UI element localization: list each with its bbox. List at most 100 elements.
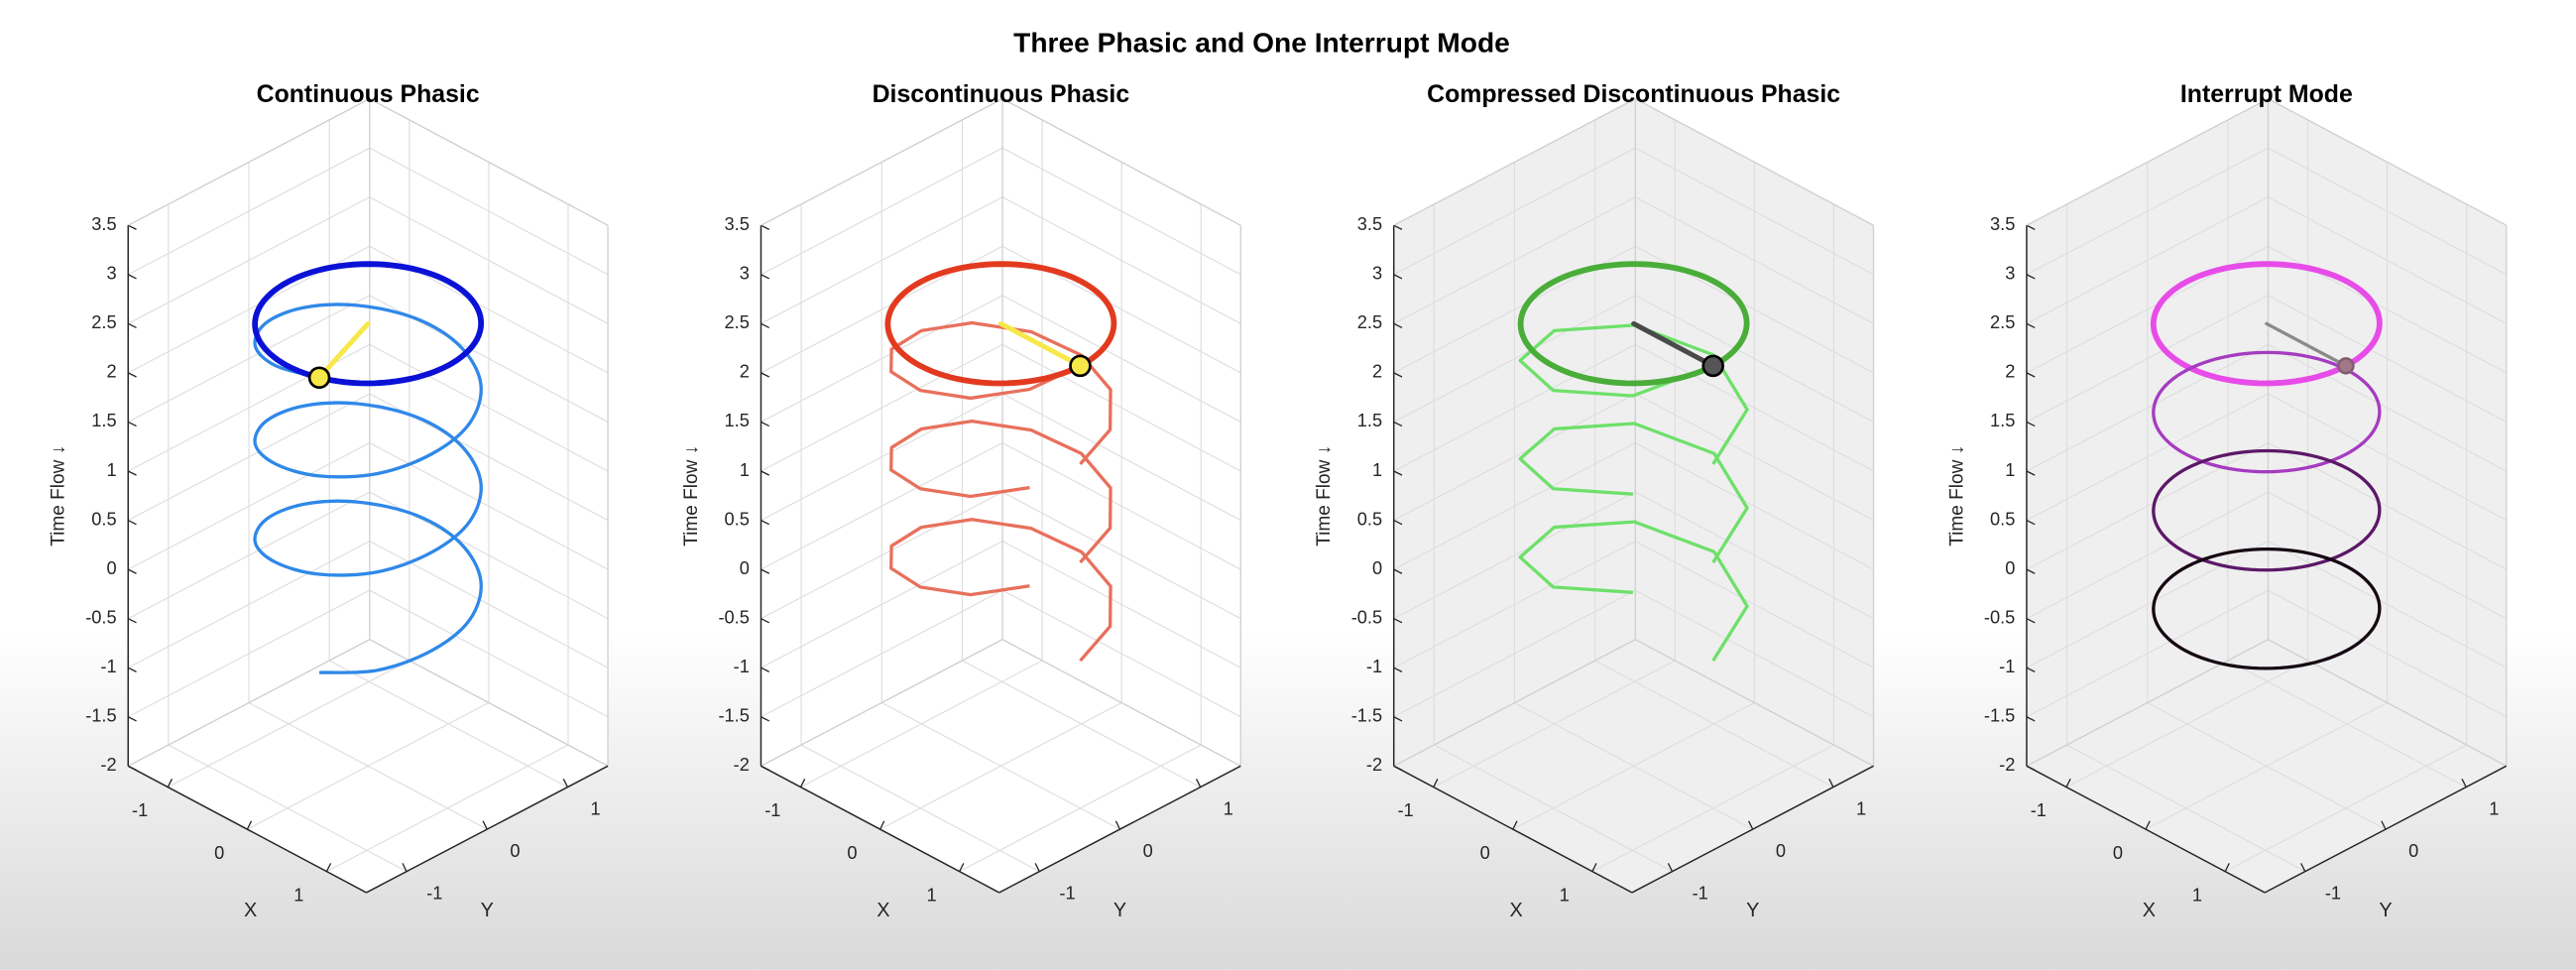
- box-edge: [127, 98, 371, 226]
- phase-marker: [2337, 357, 2355, 375]
- z-tick-label: -0.5: [1351, 607, 1382, 627]
- grid-line: [761, 541, 1003, 668]
- subplot-title: Interrupt Mode: [2180, 81, 2353, 108]
- subplot: -1 0 1 -1 0 1 -2 -1.5 -1 -0.5 0 0.5 1 1.5 2 2.5 3 3.5 X Y Ti…: [681, 81, 1241, 921]
- y-axis: [366, 765, 609, 894]
- tick-mark: [2026, 372, 2036, 378]
- x-tick-label: -1: [2031, 800, 2047, 820]
- tick-mark: [2065, 779, 2071, 788]
- tick-mark: [1393, 322, 1403, 329]
- tick-mark: [2026, 274, 2036, 280]
- x-tick-label: 1: [2192, 885, 2202, 905]
- z-tick-label: -0.5: [1984, 607, 2015, 627]
- tick-mark: [2026, 667, 2036, 672]
- z-tick-label: 3: [740, 264, 750, 284]
- grid-line: [1393, 147, 1636, 276]
- tick-mark: [879, 820, 885, 830]
- x-tick-label: 0: [847, 843, 857, 863]
- tick-mark: [2026, 224, 2036, 230]
- box-edge: [127, 639, 371, 767]
- y-axis: [2264, 765, 2508, 894]
- tick-mark: [127, 224, 137, 230]
- x-tick-label: 0: [2113, 843, 2123, 863]
- y-tick-label: 1: [1224, 799, 1233, 819]
- z-tick-label: 0: [740, 558, 750, 578]
- tick-mark: [127, 372, 137, 378]
- y-tick-label: 1: [1856, 799, 1866, 819]
- grid-line: [761, 442, 1003, 570]
- phase-ring: [2152, 546, 2382, 670]
- grid-line: [127, 442, 371, 570]
- tick-mark: [2026, 716, 2036, 722]
- tick-mark: [1591, 863, 1597, 872]
- grid-line: [1001, 442, 1241, 570]
- x-axis-label: X: [2143, 900, 2156, 921]
- z-tick-label: 3.5: [1990, 214, 2015, 234]
- grid-line: [1001, 589, 1241, 718]
- grid-line: [2026, 589, 2269, 718]
- tick-mark: [761, 372, 770, 378]
- phase-marker: [1701, 354, 1724, 378]
- z-tick-label: 0: [106, 558, 116, 578]
- grid-line: [1001, 343, 1241, 472]
- grid-line: [127, 295, 371, 423]
- x-tick-label: -1: [132, 800, 148, 820]
- grid-line: [2268, 589, 2508, 718]
- z-tick-label: -1: [1366, 657, 1382, 676]
- grid-line: [1634, 196, 1874, 324]
- box-edge: [2268, 98, 2508, 226]
- z-tick-label: 0.5: [91, 509, 116, 529]
- box-edge: [1001, 98, 1241, 226]
- box-edge: [1634, 98, 1874, 226]
- x-axis: [761, 765, 1000, 894]
- grid-line: [761, 196, 1003, 324]
- z-axis-label: Time Flow ↓: [1314, 445, 1335, 546]
- box-edge: [2268, 639, 2508, 767]
- z-tick-label: 3.5: [1357, 214, 1382, 234]
- tick-mark: [562, 779, 569, 788]
- z-tick-label: 0: [1372, 558, 1382, 578]
- subplot-title: Compressed Discontinuous Phasic: [1427, 81, 1840, 108]
- z-tick-label: -1.5: [1351, 706, 1382, 726]
- tick-mark: [127, 618, 137, 624]
- z-tick-label: 1.5: [725, 411, 750, 430]
- grid-line: [2268, 442, 2508, 570]
- tick-mark: [482, 820, 488, 830]
- grid-line: [369, 147, 609, 276]
- tick-mark: [2026, 568, 2036, 574]
- y-tick-label: 0: [2408, 841, 2418, 861]
- tick-mark: [1512, 820, 1518, 830]
- grid-line: [369, 343, 609, 472]
- tick-mark: [2026, 470, 2036, 476]
- grid-line: [2268, 196, 2508, 324]
- z-tick-label: 3: [1372, 264, 1382, 284]
- subplot: -1 0 1 -1 0 1 -2 -1.5 -1 -0.5 0 0.5 1 1.5 2 2.5 3 3.5 X Y Ti…: [1946, 81, 2508, 921]
- grid-line: [1393, 343, 1636, 472]
- grid-line: [2066, 744, 2306, 873]
- z-tick-label: -2: [734, 755, 750, 775]
- z-tick-label: 1: [106, 460, 116, 480]
- grid-line: [1634, 147, 1874, 276]
- phase-ring: [252, 261, 485, 387]
- z-tick-label: 2: [106, 362, 116, 382]
- grid-line: [1393, 393, 1636, 522]
- tick-mark: [127, 519, 137, 526]
- grid-line: [1634, 393, 1874, 522]
- grid-line: [127, 196, 371, 324]
- z-tick-label: 1: [740, 460, 750, 480]
- grid-line: [761, 295, 1003, 423]
- tick-mark: [2224, 863, 2230, 872]
- phase-hand: [2265, 321, 2348, 368]
- grid-line: [761, 393, 1003, 522]
- tick-mark: [1433, 779, 1439, 788]
- y-tick-label: 1: [591, 799, 601, 819]
- box-edge: [2026, 639, 2269, 767]
- tick-mark: [1393, 372, 1403, 378]
- grid-line: [1393, 196, 1636, 324]
- x-axis-label: X: [1510, 900, 1523, 921]
- grid-line: [2268, 295, 2508, 423]
- subplot-title: Continuous Phasic: [257, 81, 480, 108]
- grid-line: [761, 589, 1003, 718]
- z-axis-label: Time Flow ↓: [49, 445, 69, 546]
- z-tick-label: 2: [740, 362, 750, 382]
